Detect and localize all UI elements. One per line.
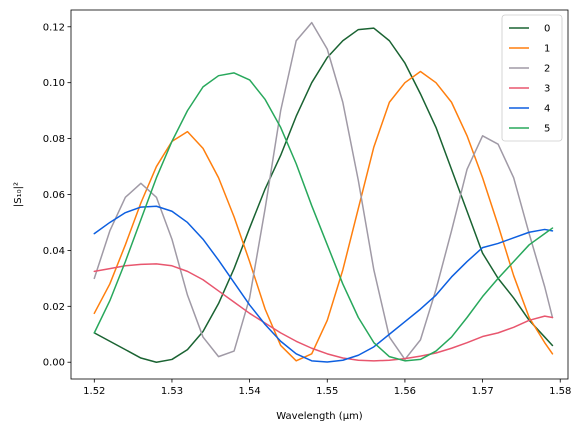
y-tick-label: 0.02 xyxy=(43,302,65,313)
legend-entry-3: 3 xyxy=(544,84,550,95)
y-tick-label: 0.00 xyxy=(43,358,65,369)
legend-entry-4: 4 xyxy=(544,104,550,115)
legend-entry-0: 0 xyxy=(544,24,550,35)
x-tick-label: 1.54 xyxy=(238,386,260,397)
x-tick-label: 1.58 xyxy=(549,386,571,397)
series-line-3 xyxy=(93,263,554,362)
x-tick-label: 1.52 xyxy=(83,386,105,397)
x-axis-label: Wavelength (μm) xyxy=(276,411,363,422)
series-line-0 xyxy=(93,27,554,363)
legend-box xyxy=(501,14,563,142)
x-tick-label: 1.53 xyxy=(161,386,183,397)
legend: 0 1 2 3 4 5 xyxy=(501,14,563,142)
legend-entry-2: 2 xyxy=(544,64,550,75)
y-tick-label: 0.06 xyxy=(43,190,65,201)
y-tick-label: 0.08 xyxy=(43,134,65,145)
x-tick-label: 1.55 xyxy=(316,386,338,397)
series-line-4 xyxy=(93,205,554,363)
y-axis: 0.00 0.02 0.04 0.06 0.08 0.10 0.12 xyxy=(43,22,71,369)
x-tick-label: 1.57 xyxy=(471,386,493,397)
y-tick-label: 0.10 xyxy=(43,78,65,89)
y-tick-label: 0.12 xyxy=(43,22,65,33)
legend-entry-1: 1 xyxy=(544,44,550,55)
x-tick-label: 1.56 xyxy=(394,386,416,397)
y-axis-label: |S₁₀|² xyxy=(13,182,24,207)
x-axis: 1.52 1.53 1.54 1.55 1.56 1.57 1.58 xyxy=(83,379,571,397)
series-line-5 xyxy=(93,72,554,362)
plot-area xyxy=(93,21,554,363)
y-tick-label: 0.04 xyxy=(43,246,65,257)
legend-entry-5: 5 xyxy=(544,124,550,135)
series-line-2 xyxy=(93,21,554,361)
